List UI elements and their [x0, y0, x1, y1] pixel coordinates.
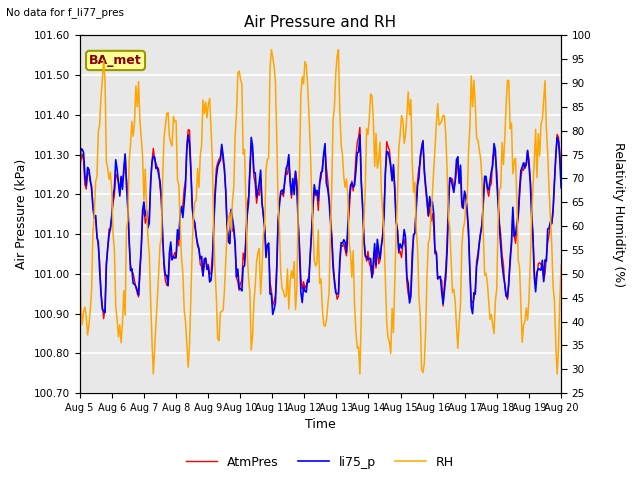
RH — [150, 371, 157, 377]
li75_p — [244, 200, 252, 205]
RH — [237, 76, 244, 82]
li75_p — [237, 286, 244, 291]
RH — [289, 276, 297, 281]
AtmPres — [557, 179, 565, 184]
Legend: AtmPres, li75_p, RH: AtmPres, li75_p, RH — [181, 451, 459, 474]
Y-axis label: Air Pressure (kPa): Air Pressure (kPa) — [15, 159, 28, 269]
AtmPres — [356, 124, 364, 130]
AtmPres — [287, 195, 295, 201]
AtmPres — [136, 273, 144, 279]
RH — [134, 79, 142, 84]
AtmPres — [533, 271, 541, 277]
Title: Air Pressure and RH: Air Pressure and RH — [244, 15, 396, 30]
li75_p — [134, 292, 142, 298]
li75_p — [269, 312, 276, 317]
AtmPres — [244, 194, 252, 200]
RH — [76, 250, 83, 255]
Text: BA_met: BA_met — [89, 54, 142, 67]
RH — [221, 288, 228, 294]
AtmPres — [100, 316, 108, 322]
li75_p — [289, 176, 297, 181]
RH — [533, 175, 541, 180]
Text: No data for f_li77_pres: No data for f_li77_pres — [6, 7, 124, 18]
AtmPres — [237, 280, 244, 286]
li75_p — [533, 269, 541, 275]
li75_p — [557, 185, 565, 191]
RH — [557, 262, 565, 268]
li75_p — [221, 166, 228, 172]
li75_p — [76, 167, 83, 172]
Line: li75_p: li75_p — [79, 135, 561, 314]
Line: RH: RH — [79, 49, 561, 374]
Y-axis label: Relativity Humidity (%): Relativity Humidity (%) — [612, 142, 625, 287]
Line: AtmPres: AtmPres — [79, 127, 561, 319]
RH — [268, 47, 275, 52]
AtmPres — [76, 172, 83, 178]
li75_p — [184, 132, 192, 138]
X-axis label: Time: Time — [305, 419, 336, 432]
AtmPres — [221, 167, 228, 173]
RH — [244, 275, 252, 280]
